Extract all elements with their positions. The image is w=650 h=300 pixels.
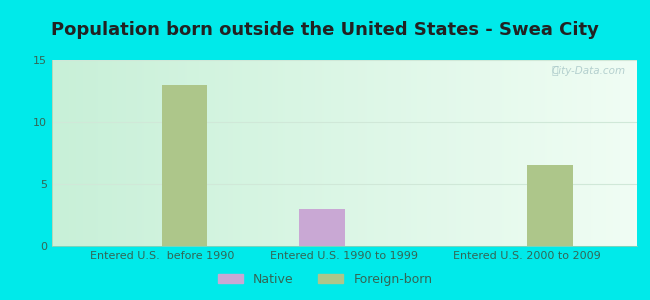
Bar (299, 209, 344, 246)
Text: City-Data.com: City-Data.com (551, 66, 625, 76)
Text: ⦾: ⦾ (551, 66, 558, 76)
Text: Population born outside the United States - Swea City: Population born outside the United State… (51, 21, 599, 39)
Legend: Native, Foreign-born: Native, Foreign-born (213, 268, 437, 291)
Bar (527, 165, 573, 246)
Bar (162, 85, 207, 246)
